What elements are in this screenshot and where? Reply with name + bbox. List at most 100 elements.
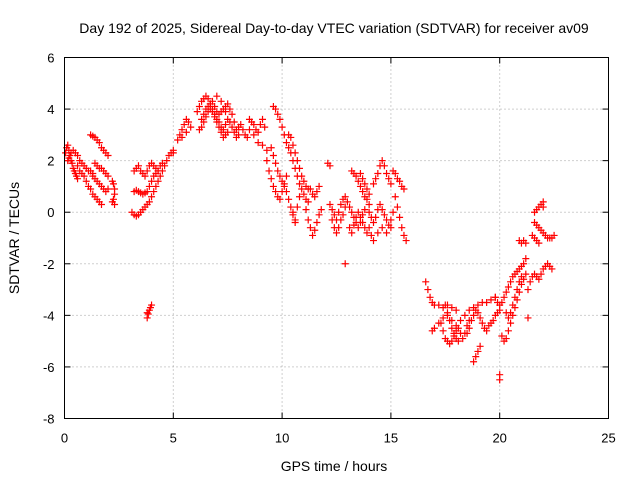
- data-point: [346, 224, 354, 232]
- data-point: [356, 170, 364, 178]
- data-point: [237, 121, 245, 129]
- data-point: [156, 172, 164, 180]
- data-point: [306, 185, 314, 193]
- data-point: [380, 162, 388, 170]
- data-point: [254, 128, 262, 136]
- y-tick-label: 6: [47, 51, 54, 66]
- y-tick-label: 0: [47, 205, 54, 220]
- data-point: [224, 100, 232, 108]
- data-point: [383, 170, 391, 178]
- data-point: [537, 270, 545, 278]
- data-point: [254, 139, 262, 147]
- data-point: [289, 208, 297, 216]
- data-point: [378, 157, 386, 165]
- data-point: [509, 301, 517, 309]
- data-point: [226, 118, 234, 126]
- data-point: [193, 108, 201, 116]
- data-point: [228, 110, 236, 118]
- data-point: [311, 193, 319, 201]
- data-point: [148, 301, 156, 309]
- data-point: [359, 175, 367, 183]
- data-point: [383, 229, 391, 237]
- data-point: [470, 311, 478, 319]
- data-point: [369, 237, 377, 245]
- data-point: [291, 216, 299, 224]
- data-point: [219, 133, 227, 141]
- x-tick-label: 5: [170, 431, 177, 446]
- x-tick-label: 15: [384, 431, 398, 446]
- data-point: [439, 327, 447, 335]
- data-point: [64, 141, 72, 149]
- data-point: [304, 198, 312, 206]
- data-point: [309, 231, 317, 239]
- data-point: [224, 128, 232, 136]
- data-point: [211, 113, 219, 121]
- y-axis-label: SDTVAR / TECUs: [6, 182, 22, 294]
- data-point: [424, 286, 432, 294]
- data-point: [450, 329, 458, 337]
- data-point: [104, 151, 112, 159]
- data-point: [400, 185, 408, 193]
- data-point: [330, 211, 338, 219]
- data-point: [269, 182, 277, 190]
- data-point: [104, 172, 112, 180]
- data-point: [378, 224, 386, 232]
- data-point: [293, 203, 301, 211]
- data-point: [489, 317, 497, 325]
- data-point: [474, 309, 482, 317]
- data-point: [311, 226, 319, 234]
- data-point: [300, 190, 308, 198]
- data-point: [341, 193, 349, 201]
- data-point: [74, 162, 82, 170]
- data-point: [158, 159, 166, 167]
- data-point: [396, 213, 404, 221]
- y-tick-label: -2: [43, 257, 55, 272]
- data-point: [372, 175, 380, 183]
- data-point: [500, 293, 508, 301]
- y-tick-label: -4: [43, 308, 55, 323]
- data-point: [524, 286, 532, 294]
- data-point: [296, 193, 304, 201]
- data-point: [111, 190, 119, 198]
- data-point: [339, 211, 347, 219]
- data-point: [426, 293, 434, 301]
- data-point: [504, 314, 512, 322]
- data-point: [465, 324, 473, 332]
- data-point: [141, 172, 149, 180]
- data-point: [228, 123, 236, 131]
- data-point: [507, 319, 515, 327]
- data-point: [87, 185, 95, 193]
- data-point: [356, 213, 364, 221]
- data-point: [180, 121, 188, 129]
- data-point: [337, 200, 345, 208]
- data-point: [507, 278, 515, 286]
- data-point: [474, 347, 482, 355]
- data-point: [463, 329, 471, 337]
- data-point: [211, 102, 219, 110]
- data-point: [154, 167, 162, 175]
- data-point: [354, 177, 362, 185]
- data-point: [213, 92, 221, 100]
- data-point: [441, 301, 449, 309]
- x-tick-label: 20: [492, 431, 506, 446]
- data-point: [145, 182, 153, 190]
- data-point: [144, 310, 152, 318]
- data-point: [222, 121, 230, 129]
- data-point: [326, 200, 334, 208]
- data-point: [430, 324, 438, 332]
- data-point: [387, 216, 395, 224]
- data-point: [328, 216, 336, 224]
- data-point: [317, 206, 325, 214]
- data-point: [548, 265, 556, 273]
- data-point: [261, 123, 269, 131]
- data-point: [443, 309, 451, 317]
- data-point: [378, 206, 386, 214]
- data-point: [476, 342, 484, 350]
- data-point: [337, 216, 345, 224]
- data-point: [387, 180, 395, 188]
- data-point: [148, 177, 156, 185]
- data-point: [143, 188, 151, 196]
- data-point: [195, 102, 203, 110]
- data-point: [448, 304, 456, 312]
